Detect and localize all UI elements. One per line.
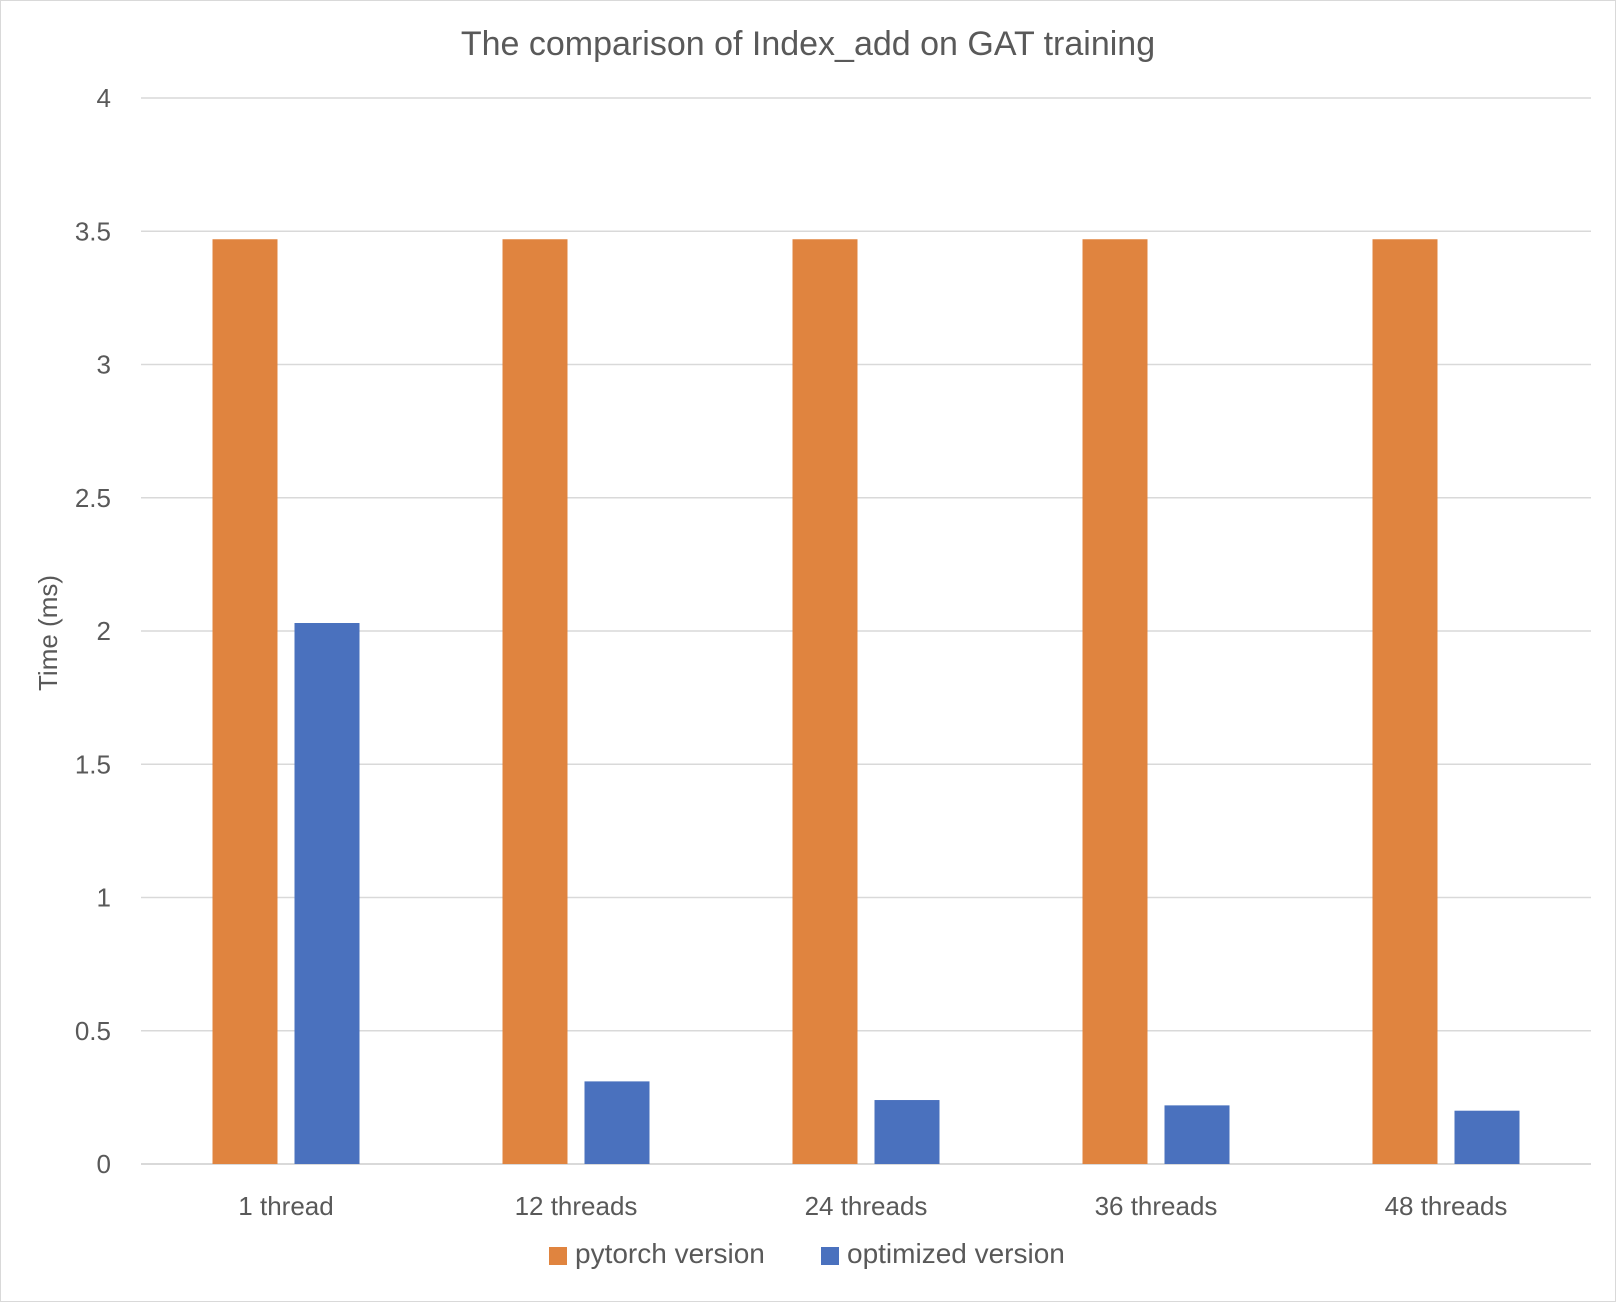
y-tick-label: 3 [97, 350, 111, 380]
x-tick-label: 48 threads [1385, 1191, 1508, 1221]
y-tick-label: 2.5 [75, 483, 111, 513]
chart-title: The comparison of Index_add on GAT train… [461, 25, 1155, 63]
bar-pytorch-version-1-thread [212, 239, 278, 1164]
legend-label: optimized version [847, 1238, 1065, 1269]
bar-pytorch-version-24-threads [792, 239, 858, 1164]
y-tick-label: 0.5 [75, 1016, 111, 1046]
y-tick-label: 1.5 [75, 749, 111, 779]
bar-pytorch-version-48-threads [1372, 239, 1438, 1164]
bar-pytorch-version-36-threads [1082, 239, 1148, 1164]
y-tick-label: 2 [97, 616, 111, 646]
x-tick-label: 1 thread [238, 1191, 333, 1221]
bars [212, 239, 1520, 1164]
bar-optimized-version-24-threads [874, 1100, 940, 1164]
legend: pytorch version optimized version [549, 1238, 1065, 1269]
y-tick-label: 0 [97, 1149, 111, 1179]
y-axis-label: Time (ms) [33, 575, 63, 691]
x-tick-label: 24 threads [805, 1191, 928, 1221]
gridlines [141, 97, 1591, 1165]
bar-optimized-version-48-threads [1454, 1110, 1520, 1164]
legend-label: pytorch version [575, 1238, 765, 1269]
y-tick-label: 4 [97, 83, 111, 113]
bar-optimized-version-36-threads [1164, 1105, 1230, 1164]
y-tick-label: 1 [97, 883, 111, 913]
x-tick-label: 36 threads [1095, 1191, 1218, 1221]
bar-optimized-version-1-thread [294, 623, 360, 1164]
y-axis-ticks: 0 0.5 1 1.5 2 2.5 3 3.5 4 [75, 83, 111, 1179]
legend-swatch [549, 1247, 567, 1265]
x-tick-label: 12 threads [515, 1191, 638, 1221]
y-tick-label: 3.5 [75, 216, 111, 246]
bar-optimized-version-12-threads [584, 1081, 650, 1164]
legend-swatch [821, 1247, 839, 1265]
bar-pytorch-version-12-threads [502, 239, 568, 1164]
x-axis-ticks: 1 thread 12 threads 24 threads 36 threads 48… [238, 1191, 1507, 1221]
